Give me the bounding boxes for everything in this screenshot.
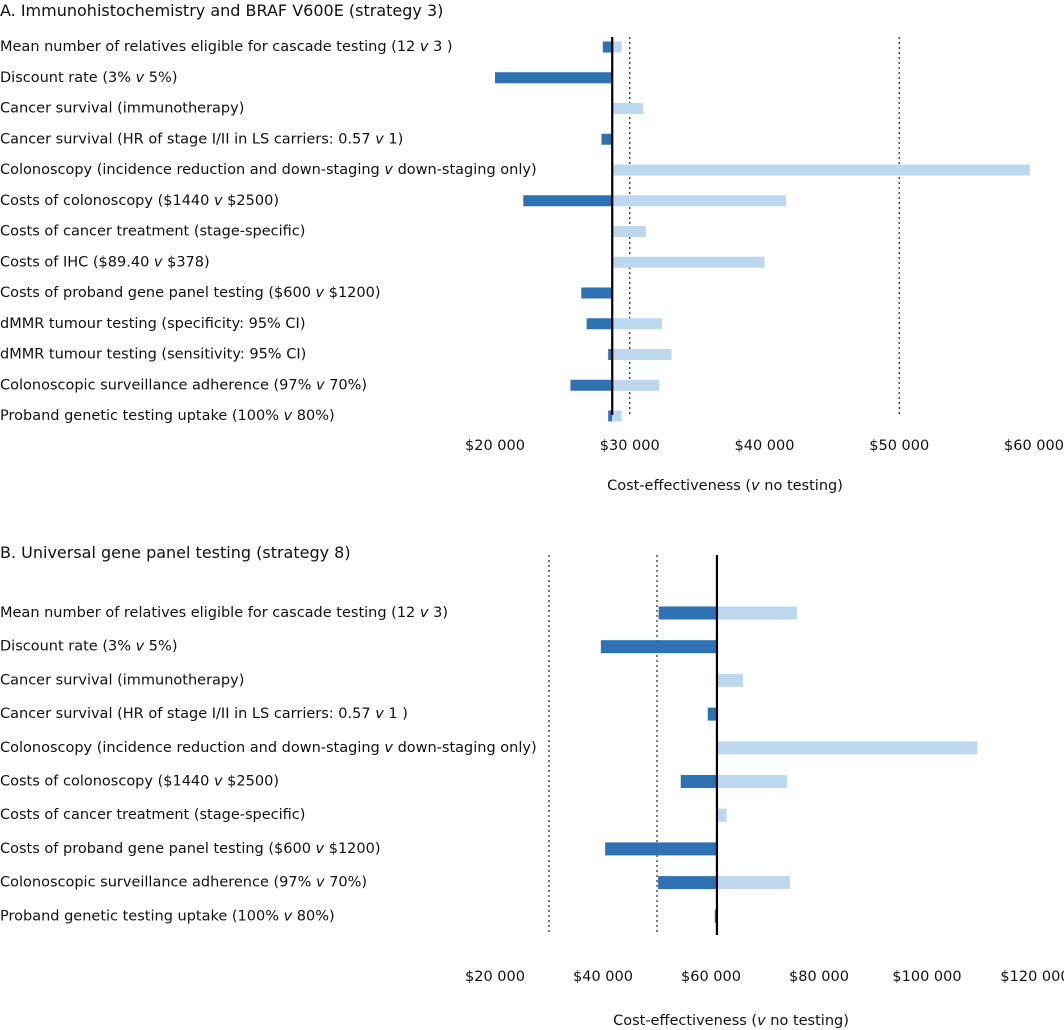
x-tick-label: $40 000 [573,969,633,985]
bar [658,876,717,890]
bar [658,606,717,620]
bar [570,379,613,391]
bar [608,349,613,360]
bar [612,379,660,391]
bar [601,133,613,145]
chart-title: B. Universal gene panel testing (strateg… [0,543,351,562]
x-tick-label: $50 000 [869,438,929,454]
category-label: Discount rate (3% v 5%) [0,639,177,655]
bar [716,876,790,890]
category-label: Colonoscopy (incidence reduction and dow… [0,162,537,178]
category-label: Proband genetic testing uptake (100% v 8… [0,908,335,924]
category-label: dMMR tumour testing (sensitivity: 95% CI… [0,347,306,363]
bar [602,41,613,53]
bar [716,808,727,822]
category-label: Proband genetic testing uptake (100% v 8… [0,408,335,424]
bar [608,410,613,422]
x-tick-label: $80 000 [789,969,849,985]
bar [612,41,622,53]
x-tick-label: $20 000 [465,438,525,454]
x-tick-label: $20 000 [465,969,525,985]
category-label: Costs of colonoscopy ($1440 v $2500) [0,774,279,790]
category-label: Colonoscopic surveillance adherence (97%… [0,875,367,891]
bar [716,673,743,687]
bar [612,318,663,330]
category-label: Mean number of relatives eligible for ca… [0,39,453,55]
bar [612,226,646,237]
category-label: dMMR tumour testing (specificity: 95% CI… [0,316,306,332]
bar [523,195,613,207]
category-label: Mean number of relatives eligible for ca… [0,605,448,621]
bar [586,318,613,330]
category-label: Costs of colonoscopy ($1440 v $2500) [0,193,279,209]
bar [600,640,717,654]
category-label: Costs of cancer treatment (stage-specifi… [0,807,305,823]
bar [707,707,717,721]
x-axis-title: Cost-effectiveness (v no testing) [613,1013,849,1029]
x-tick-label: $100 000 [892,969,961,985]
x-tick-label: $60 000 [1004,438,1064,454]
bar [716,741,978,755]
bar [680,775,717,788]
bar [612,256,765,268]
x-axis-title: Cost-effectiveness (v no testing) [607,478,843,494]
category-label: Colonoscopic surveillance adherence (97%… [0,377,367,393]
category-label: Cancer survival (immunotherapy) [0,101,244,117]
x-tick-label: $40 000 [735,438,795,454]
category-label: Cancer survival (immunotherapy) [0,672,244,688]
category-label: Costs of cancer treatment (stage-specifi… [0,224,305,240]
bar [612,103,644,114]
category-label: Costs of proband gene panel testing ($60… [0,285,381,301]
bar [605,842,717,856]
bar [716,606,797,620]
bar [612,164,1030,176]
category-label: Cancer survival (HR of stage I/II in LS … [0,131,403,147]
x-tick-label: $60 000 [681,969,741,985]
category-label: Costs of IHC ($89.40 v $378) [0,254,210,270]
category-label: Costs of proband gene panel testing ($60… [0,841,381,857]
bar [581,287,613,299]
chart-title: A. Immunohistochemistry and BRAF V600E (… [0,1,443,20]
category-label: Cancer survival (HR of stage I/II in LS … [0,706,408,722]
category-label: Discount rate (3% v 5%) [0,70,177,86]
x-tick-label: $30 000 [600,438,660,454]
bar [612,195,787,207]
bar [612,349,672,360]
category-label: Colonoscopy (incidence reduction and dow… [0,740,537,756]
bar [495,72,613,84]
x-tick-label: $120 000 [1000,969,1064,985]
bar [716,775,788,788]
bar [612,410,622,422]
